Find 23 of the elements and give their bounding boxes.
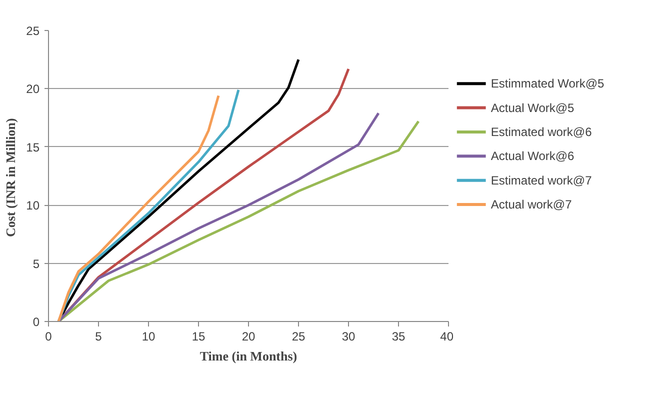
legend-label: Estimated work@6 [490, 124, 592, 139]
x-tick-label: 10 [142, 330, 156, 344]
legend-label: Estimated work@7 [490, 173, 592, 188]
y-tick-label: 15 [26, 140, 40, 154]
y-tick-label: 20 [26, 82, 40, 96]
x-tick-label: 25 [292, 330, 306, 344]
x-tick-label: 15 [192, 330, 206, 344]
y-tick-label: 25 [26, 24, 40, 38]
y-tick-label: 0 [32, 315, 40, 329]
y-tick-label: 5 [32, 256, 40, 271]
y-axis-title: Cost (INR in Million) [3, 118, 18, 238]
x-tick-label: 40 [440, 330, 454, 344]
x-axis-title: Time (in Months) [200, 348, 298, 364]
x-tick-label: 30 [342, 330, 356, 344]
x-tick-label: 5 [95, 330, 102, 344]
x-tick-label: 20 [242, 330, 256, 344]
x-tick-label: 35 [392, 330, 406, 344]
y-tick-label: 10 [26, 198, 40, 213]
legend-label: Estimmated Work@5 [490, 76, 605, 91]
legend-label: Actual Work@5 [490, 100, 575, 115]
legend-label: Actual Work@6 [490, 149, 575, 164]
legend-label: Actual work@7 [490, 198, 572, 212]
x-tick-label: 0 [45, 330, 52, 344]
